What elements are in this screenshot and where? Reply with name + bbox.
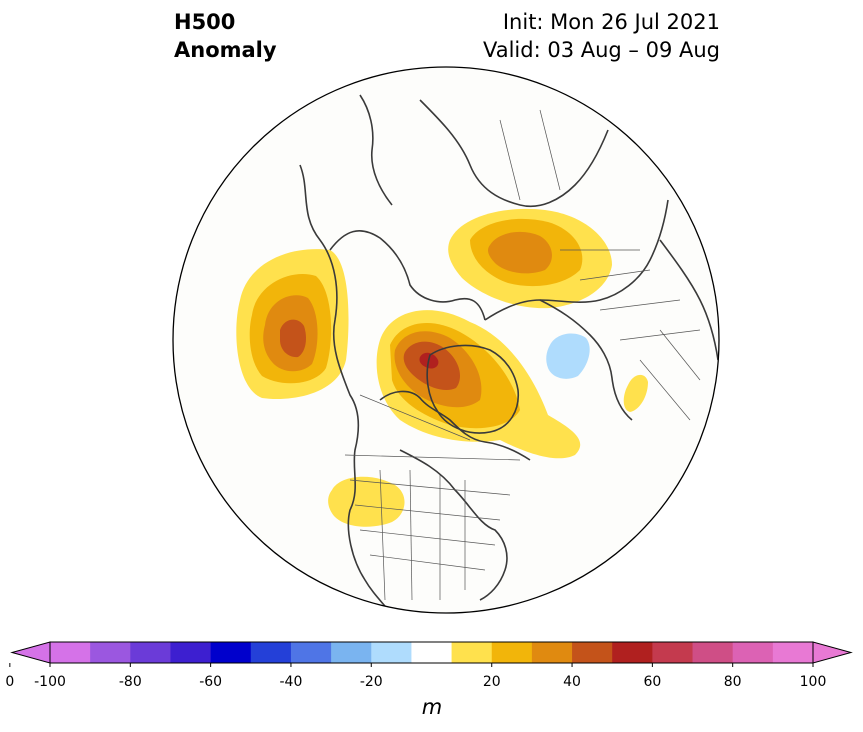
colorbar-tick-label: -20 — [359, 674, 383, 690]
colorbar-frame — [49, 641, 814, 664]
colorbar-segment — [331, 642, 372, 663]
colorbar-extend-over — [812, 641, 853, 664]
title-type: Anomaly — [174, 38, 277, 62]
anomaly-arctic — [376, 310, 581, 459]
run-info: Init: Mon 26 Jul 2021 Valid: 03 Aug – 09… — [483, 8, 720, 64]
colorbar-tick-label: -100 — [34, 674, 66, 690]
colorbar-segment — [491, 642, 533, 663]
map-boundary — [172, 66, 720, 614]
colorbar-segment — [210, 642, 252, 663]
colorbar-segment — [290, 642, 332, 663]
anomaly-western-us — [328, 476, 405, 527]
valid-period: Valid: 03 Aug – 09 Aug — [482, 38, 720, 62]
colorbar-segment — [692, 642, 734, 663]
colorbar — [9, 641, 853, 667]
colorbar-segment — [170, 642, 212, 663]
political-borders — [344, 109, 701, 601]
colorbar-segment — [50, 642, 91, 663]
colorbar-segment — [371, 642, 412, 663]
polar-map — [172, 66, 720, 614]
anomaly-scandinavia — [546, 333, 590, 379]
colorbar-tick-label: 100 — [799, 674, 827, 690]
init-time: Init: Mon 26 Jul 2021 — [502, 10, 720, 34]
colorbar-segment — [531, 642, 573, 663]
colorbar-segment — [612, 642, 653, 663]
colorbar-segment — [451, 642, 493, 663]
title-variable: H500 — [174, 10, 236, 34]
colorbar-tick-label: -80 — [118, 674, 142, 690]
colorbar-segment — [572, 642, 613, 663]
colorbar-tick-label: 60 — [643, 674, 662, 690]
colorbar-segment — [130, 642, 171, 663]
colorbar-segment — [652, 642, 694, 663]
map-title: H500 Anomaly — [174, 8, 277, 64]
colorbar-tick-label: -60 — [199, 674, 223, 690]
colorbar-extend-under — [10, 641, 51, 664]
colorbar-segment — [250, 642, 292, 663]
anomaly-siberia — [448, 208, 612, 309]
colorbar-segment — [732, 642, 774, 663]
colorbar-tick-label: 80 — [723, 674, 742, 690]
colorbar-tick-label: 0 — [5, 674, 15, 690]
colorbar-tick-label: -40 — [279, 674, 303, 690]
colorbar-segment — [772, 642, 814, 663]
colorbar-segment — [411, 642, 453, 663]
colorbar-segment — [90, 642, 131, 663]
coastlines — [299, 94, 719, 613]
colorbar-tick-label: 40 — [563, 674, 581, 690]
colorbar-unit: m — [421, 695, 443, 719]
anomaly-europe — [623, 374, 648, 412]
anomaly-alaska — [236, 249, 349, 400]
colorbar-tick-label: 20 — [482, 674, 501, 690]
